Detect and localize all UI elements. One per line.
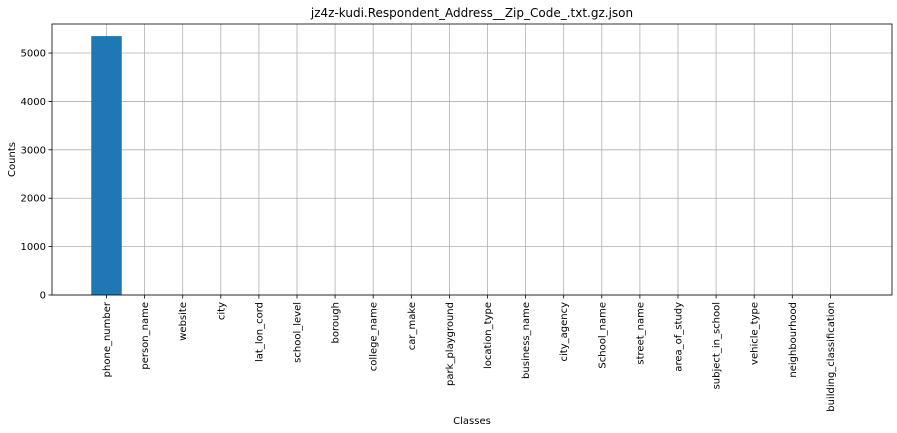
x-tick-label: business_name	[521, 302, 532, 379]
x-tick-label: borough	[331, 302, 342, 344]
x-tick-label: building_classification	[826, 302, 837, 412]
x-axis-ticks: phone_number person_name website city lat_lo…	[102, 295, 837, 412]
x-tick-label: location_type	[483, 302, 494, 369]
plot-frame	[51, 23, 893, 296]
x-tick-label: subject_in_school	[712, 302, 723, 389]
y-axis-ticks: 0 1000 2000 3000 4000 5000	[21, 49, 52, 302]
y-axis-title: Counts	[7, 142, 18, 177]
grid	[52, 24, 892, 296]
x-tick-label: park_playground	[445, 302, 456, 386]
x-tick-label: car_make	[407, 302, 418, 350]
y-tick-label: 4000	[21, 97, 46, 108]
x-tick-label: school_level	[293, 302, 304, 363]
y-tick-label: 2000	[21, 194, 46, 205]
x-tick-label: college_name	[369, 302, 380, 371]
bar-phone_number	[91, 36, 122, 296]
x-tick-label: person_name	[140, 302, 151, 370]
y-tick-label: 0	[40, 291, 46, 302]
axes-frame	[51, 23, 893, 296]
x-tick-label: city	[216, 302, 227, 320]
y-tick-label: 1000	[21, 242, 46, 253]
x-tick-label: city_agency	[559, 302, 570, 362]
x-tick-label: website	[178, 302, 189, 341]
x-axis-title: Classes	[453, 416, 491, 427]
x-tick-label: area_of_study	[674, 302, 685, 372]
y-tick-label: 3000	[21, 145, 46, 156]
x-tick-label: neighbourhood	[788, 302, 799, 378]
y-tick-label: 5000	[21, 49, 46, 60]
x-tick-label: School_name	[597, 302, 608, 369]
x-tick-label: street_name	[635, 302, 646, 365]
bars	[91, 36, 122, 296]
chart-title: jz4z-kudi.Respondent_Address__Zip_Code_.…	[310, 6, 633, 20]
x-tick-label: phone_number	[102, 301, 113, 377]
x-tick-label: vehicle_type	[750, 302, 761, 365]
x-tick-label: lat_lon_cord	[254, 302, 265, 362]
